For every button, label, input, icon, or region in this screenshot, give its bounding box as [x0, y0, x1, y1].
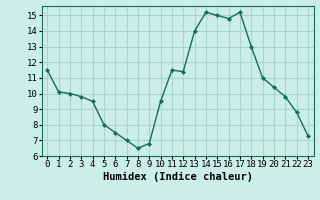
X-axis label: Humidex (Indice chaleur): Humidex (Indice chaleur) [103, 172, 252, 182]
